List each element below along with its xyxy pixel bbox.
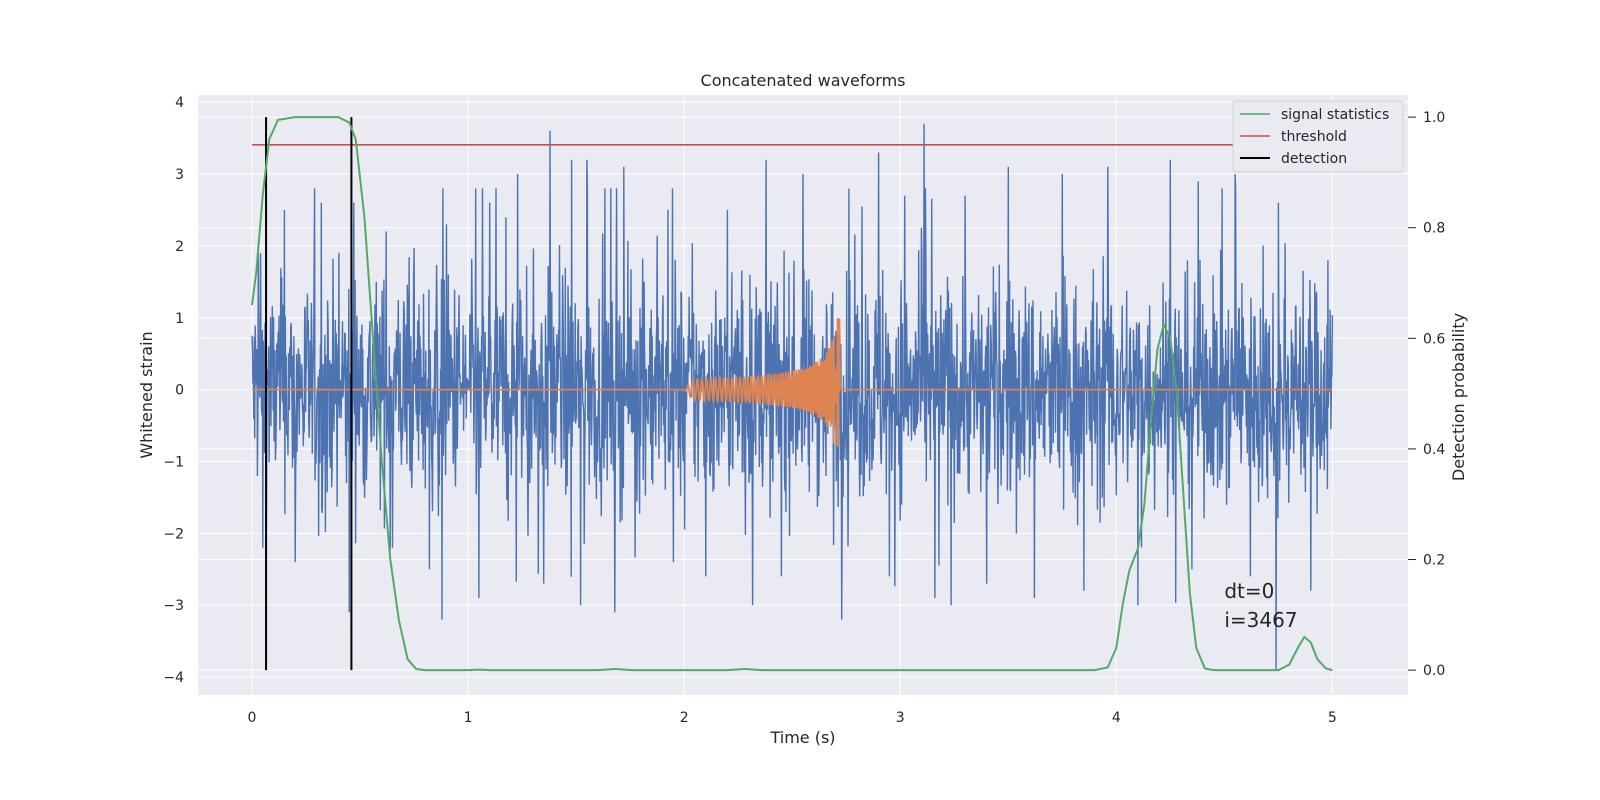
y2-tick-label: 0.2: [1423, 553, 1445, 569]
y2-tick-label: 0.0: [1423, 663, 1445, 679]
ticks: 0 1 2 3 4 5 −4 −3 −2 −1 0 1 2 3 4 0.0 0.2 0.4 0.6 0.8 1.0: [163, 95, 1445, 726]
x-tick-label: 5: [1328, 710, 1337, 726]
y2-tick-label: 0.8: [1423, 221, 1445, 237]
y-tick-label: −1: [163, 454, 184, 470]
legend-label-detection: detection: [1281, 151, 1347, 167]
y-tick-label: −3: [163, 598, 184, 614]
legend-label-threshold: threshold: [1281, 129, 1347, 145]
y-tick-label: 4: [175, 95, 184, 111]
legend-label-signal-statistics: signal statistics: [1281, 107, 1389, 123]
x-tick-label: 4: [1112, 710, 1121, 726]
y2-tick-label: 0.4: [1423, 442, 1445, 458]
x-tick-label: 1: [464, 710, 473, 726]
y2-axis-label: Detection probability: [1449, 313, 1468, 481]
x-axis-label: Time (s): [769, 728, 835, 747]
y-axis-label: Whitened strain: [137, 331, 156, 458]
y-tick-label: 1: [175, 311, 184, 327]
y-tick-label: 0: [175, 383, 184, 399]
x-tick-label: 0: [248, 710, 257, 726]
x-tick-label: 2: [680, 710, 689, 726]
y2-tick-label: 1.0: [1423, 110, 1445, 126]
y2-tick-label: 0.6: [1423, 331, 1445, 347]
y-tick-label: −4: [163, 670, 184, 686]
y-tick-label: 3: [175, 167, 184, 183]
legend-box: [1232, 100, 1404, 173]
y-tick-label: −2: [163, 526, 184, 542]
signal-statistics-line: [251, 116, 1333, 672]
series-layer: [251, 116, 1334, 672]
template-series-line: [252, 318, 1333, 447]
x-tick-label: 3: [896, 710, 905, 726]
legend: signal statistics threshold detection: [1232, 100, 1404, 173]
y-tick-label: 2: [175, 239, 184, 255]
annotation-index: i=3467: [1224, 608, 1297, 632]
chart-title: Concatenated waveforms: [701, 71, 906, 90]
annotation-dt: dt=0: [1224, 579, 1274, 603]
